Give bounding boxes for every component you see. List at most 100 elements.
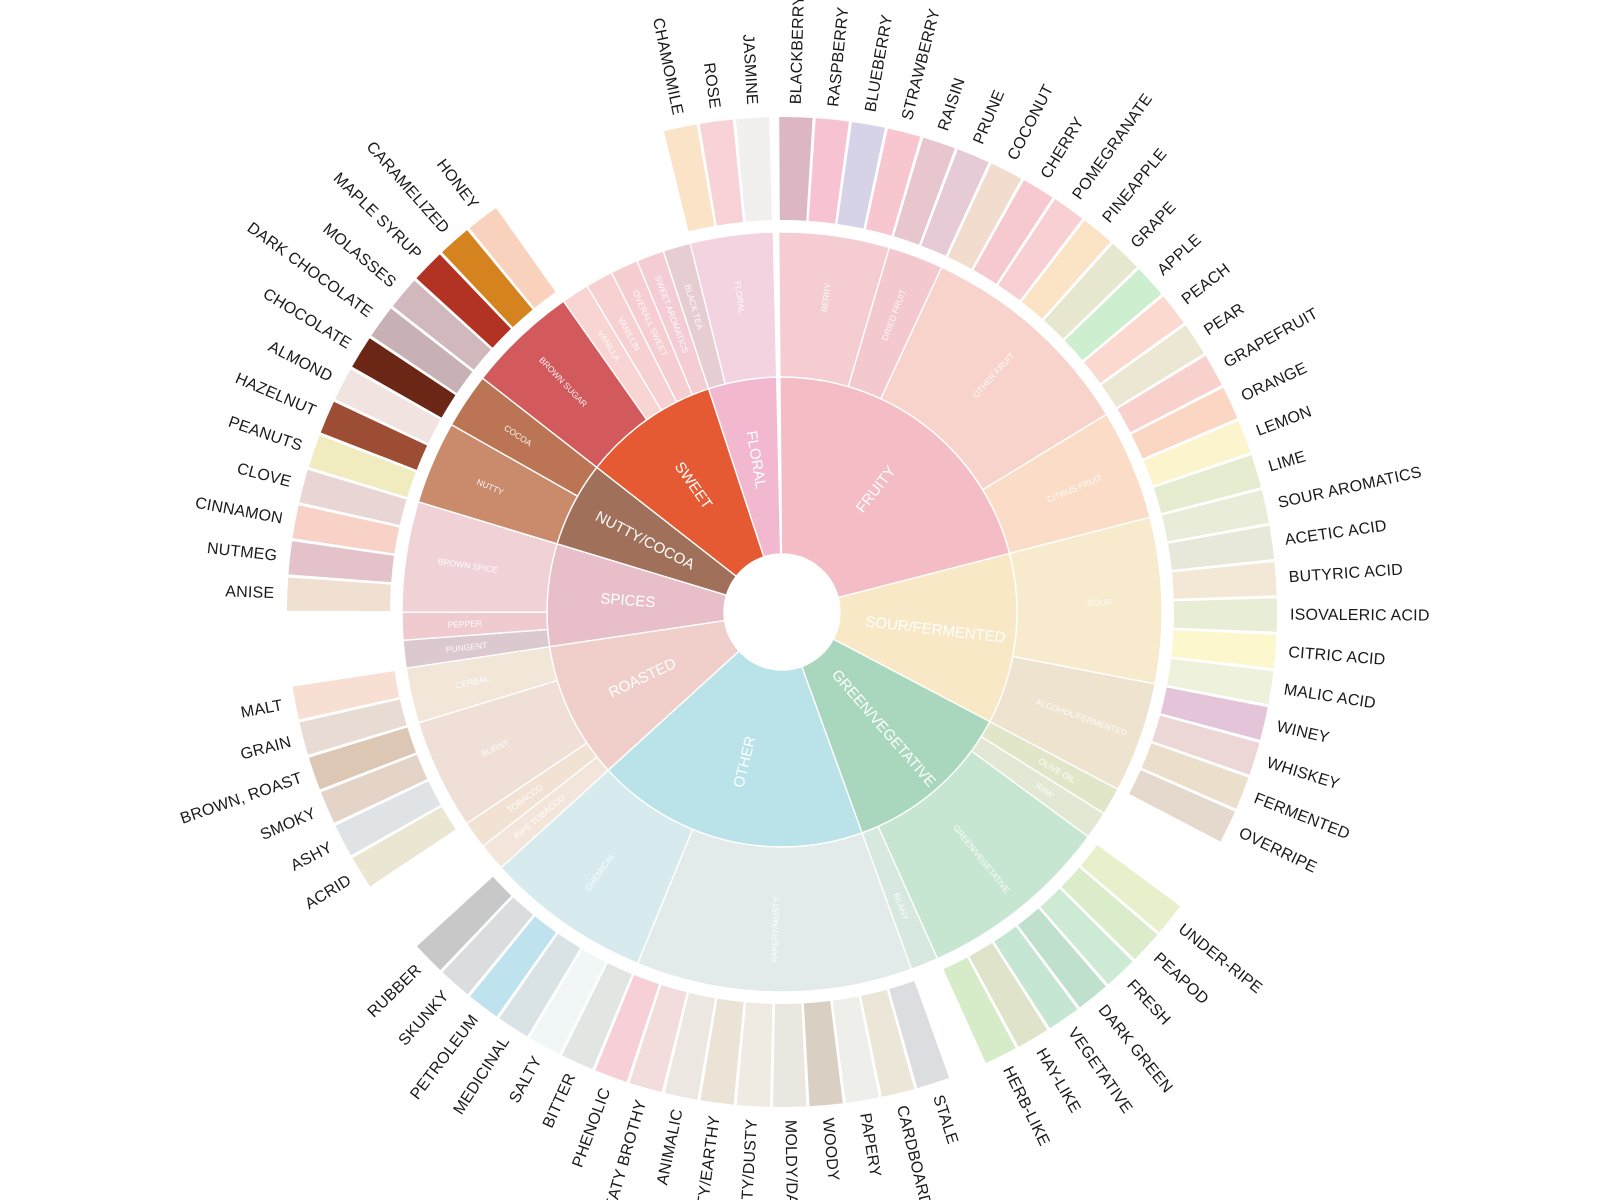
flavor-label-musty-dusty: MUSTY/DUSTY [737,1119,761,1200]
flavor-raisin [893,137,955,245]
flavor-label-raspberry: RASPBERRY [825,6,852,108]
flavor-label-grain: GRAIN [239,734,293,764]
flavor-vegetative [994,926,1078,1029]
flavor-hay-like [969,942,1048,1047]
flavor-label-apple: APPLE [1154,231,1204,279]
flavor-phenolic [595,975,659,1082]
flavor-papery [832,996,879,1103]
subcategory-label-floral: FLORAL [733,280,747,314]
flavor-dark-chocolate [371,308,473,394]
subcategory-label-pepper: PEPPER [447,618,482,629]
flavor-label-blueberry: BLUEBERRY [862,13,896,113]
flavor-winey [1160,687,1268,740]
flavor-jasmine [735,117,772,222]
flavor-label-peach: PEACH [1179,260,1234,308]
flavor-label-jasmine: JASMINE [739,34,760,106]
flavor-cherry [973,180,1053,284]
flavor-label-prune: PRUNE [971,88,1009,147]
flavor-clove [299,469,407,526]
flavor-label-pear: PEAR [1201,300,1247,339]
flavor-skunky [442,897,534,995]
flavor-label-malic-acid: MALIC ACID [1283,681,1377,712]
flavor-prune [921,149,989,256]
flavor-label-meaty-brothy: MEATY BROTHY [599,1098,650,1200]
flavor-blueberry [837,121,885,229]
flavor-blackberry [779,117,813,221]
category-label-spices: SPICES [600,590,656,611]
flavor-label-cinnamon: CINNAMON [194,495,284,528]
flavor-molasses [392,280,491,370]
flavor-label-isovaleric-acid: ISOVALERIC ACID [1290,607,1430,625]
flavor-citric-acid [1171,630,1277,669]
flavor-lime [1153,455,1261,514]
flavor-label-grape: GRAPE [1128,199,1180,252]
wheel-center [724,554,840,670]
flavor-under-ripe [1080,844,1181,933]
subcategory-label-berry: BERRY [819,282,833,313]
flavor-label-herb-like: HERB-LIKE [999,1064,1052,1149]
flavor-label-winey: WINEY [1275,718,1331,747]
flavor-herb-like [943,957,1016,1064]
flavor-rubber [416,876,512,971]
flavor-cinnamon [292,505,400,554]
flavor-brown-roast [308,727,417,790]
flavor-label-moldy-damp: MOLDY/DAMP [781,1120,800,1200]
flavor-woody [803,1001,843,1107]
flavor-orange [1131,387,1238,459]
flavor-butyric-acid [1171,561,1277,599]
flavor-label-malt: MALT [240,697,285,721]
flavor-label-cardboard: CARDBOARD [893,1104,934,1200]
flavor-peanuts [308,435,416,498]
flavor-coconut [947,163,1022,269]
subcategory-label-pungent: PUNGENT [445,640,487,655]
flavor-label-bitter: BITTER [540,1071,580,1131]
flavor-label-rose: ROSE [700,62,723,110]
flavor-musty-earthy [700,998,744,1105]
flavor-label-anise: ANISE [225,583,275,602]
flavor-label-hay-like: HAY-LIKE [1032,1045,1083,1116]
flavor-label-clove: CLOVE [235,460,293,491]
flavor-label-cherry: CHERRY [1038,114,1088,181]
flavor-label-orange: ORANGE [1239,360,1310,405]
flavor-dark-green [1017,908,1106,1008]
flavor-label-skunky: SKUNKY [396,988,453,1050]
flavor-rose [699,119,744,226]
flavor-label-peapod: PEAPOD [1150,950,1211,1008]
flavor-grain [299,699,407,755]
flavor-malic-acid [1167,658,1274,705]
flavor-label-honey: HONEY [433,156,482,212]
flavor-fresh [1040,888,1133,985]
flavor-peapod [1061,867,1158,960]
flavor-pomegranate [998,199,1083,301]
flavor-bitter [562,963,632,1070]
flavor-acetic-acid [1168,525,1275,570]
flavor-label-rubber: RUBBER [365,961,425,1021]
flavor-peach [1084,296,1184,384]
flavor-moldy-damp [773,1003,807,1108]
flavor-isovaleric-acid [1173,598,1277,632]
flavor-pear [1101,325,1204,408]
flavor-nutmeg [288,541,395,583]
flavor-label-citric-acid: CITRIC ACID [1288,644,1386,669]
flavor-label-ashy: ASHY [288,839,335,875]
flavor-grapefruit [1117,355,1222,433]
flavor-label-chamomile: CHAMOMILE [649,17,686,117]
flavor-whiskey [1152,715,1260,775]
subcategory-floral [689,231,778,385]
flavor-label-dark-chocolate: DARK CHOCOLATE [244,219,376,321]
flavor-overripe [1129,770,1235,842]
flavor-chocolate [352,338,456,418]
flavor-label-lime: LIME [1267,448,1308,475]
flavor-malt [292,671,400,720]
flavor-label-acetic-acid: ACETIC ACID [1284,518,1388,549]
flavor-label-woody: WOODY [819,1117,842,1182]
flavor-fermented [1141,743,1249,809]
flavor-label-fresh: FRESH [1123,977,1173,1029]
flavor-label-stale: STALE [929,1093,961,1146]
flavor-ashy [335,781,441,856]
wheel-rings [287,117,1277,1108]
flavor-label-phenolic: PHENOLIC [570,1086,615,1170]
flavor-petroleum [470,916,557,1017]
flavor-label-overripe: OVERRIPE [1236,825,1319,877]
flavor-lemon [1143,420,1251,486]
